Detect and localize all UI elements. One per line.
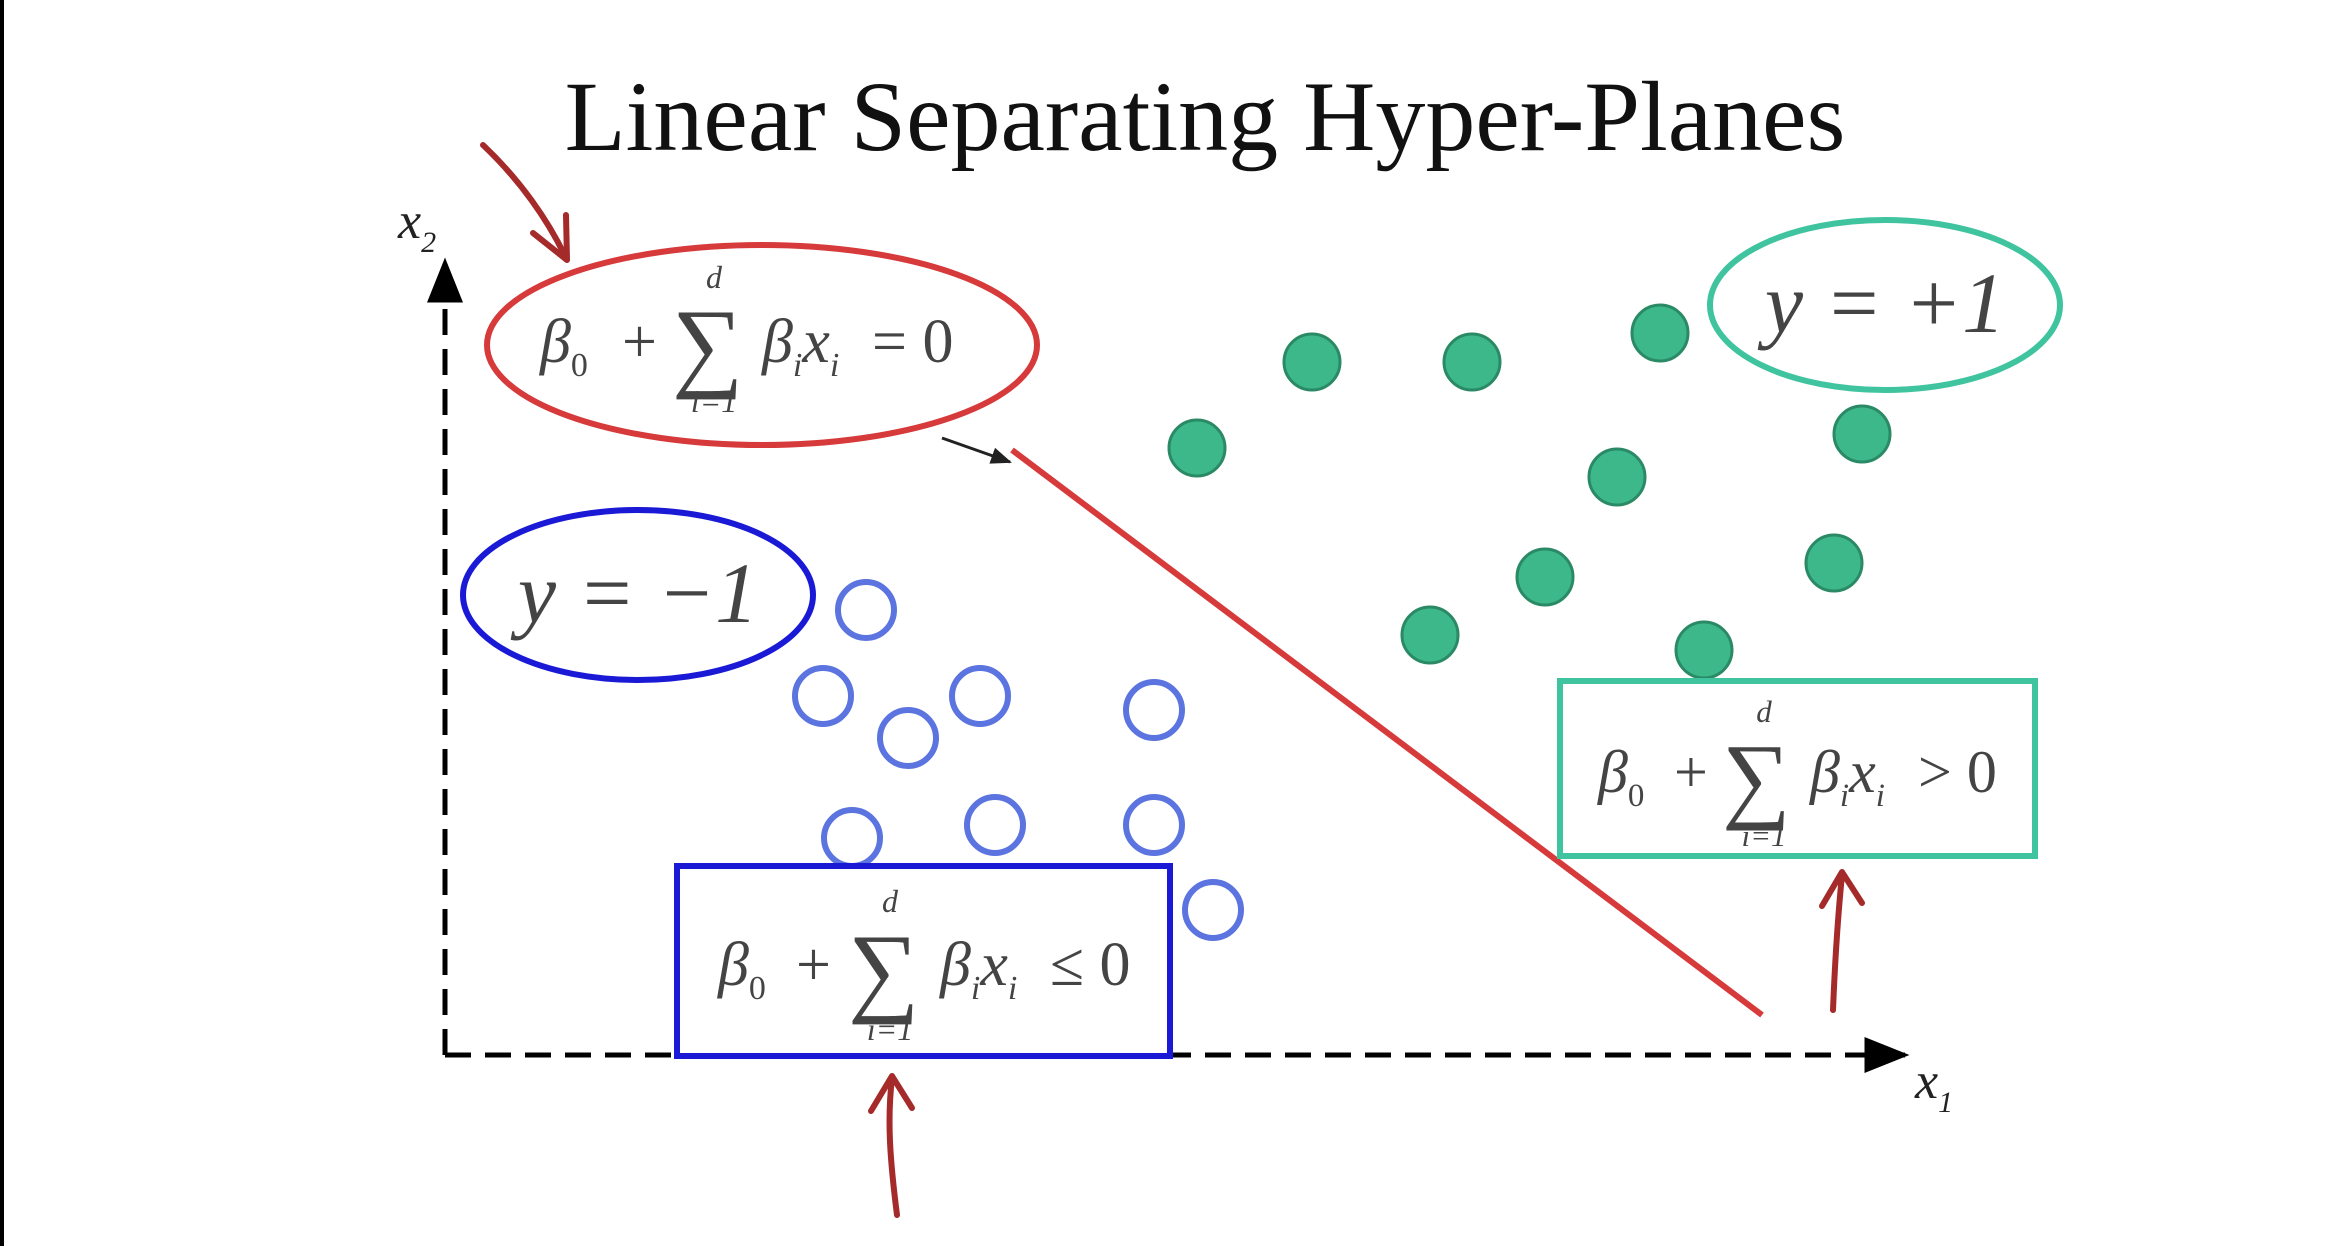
positive-point <box>1804 533 1864 593</box>
positive-condition-plus: + <box>1674 739 1708 805</box>
negative-point <box>792 665 854 727</box>
positive-point <box>1167 418 1227 478</box>
negative-condition-beta-i-x-i: βixi <box>939 931 1017 1007</box>
positive-class-label: y = +1 <box>1707 217 2063 393</box>
positive-condition-rect <box>1557 678 2038 859</box>
annotation-arrow-positive <box>1830 872 1845 1013</box>
positive-point <box>1400 605 1460 665</box>
negative-class-ellipse <box>460 507 816 683</box>
negative-condition-plus: + <box>796 931 831 999</box>
hyperplane-relation: = 0 <box>872 308 953 376</box>
hyperplane-sum-lower: i=1 <box>691 383 737 419</box>
annotation-arrowhead-negative <box>868 1073 915 1114</box>
negative-condition-box: β0 + ∑ d i=1 βixi ≤ 0 <box>674 863 1173 1059</box>
positive-class-ellipse <box>1707 217 2063 393</box>
positive-point <box>1515 547 1575 607</box>
positive-condition-box: β0 + ∑ d i=1 βixi > 0 <box>1557 678 2038 859</box>
hyperplane-sum-upper: d <box>706 259 723 295</box>
negative-condition-rect <box>674 863 1173 1059</box>
hyperplane-equation: β0 + ∑ d i=1 βixi = 0 <box>484 242 1040 464</box>
hyperplane-pointer-arrow <box>941 436 1012 464</box>
negative-point <box>949 665 1011 727</box>
negative-condition-relation: ≤ 0 <box>1050 931 1131 999</box>
negative-point <box>877 707 939 769</box>
positive-condition-sum-upper: d <box>1756 694 1772 729</box>
negative-condition-sum-icon: ∑ <box>848 914 919 1025</box>
negative-point <box>964 794 1026 856</box>
left-border <box>0 0 4 1246</box>
positive-condition-sum-lower: i=1 <box>1741 818 1786 853</box>
negative-class-text: y = −1 <box>510 545 758 641</box>
annotation-arrow-hyperplane <box>480 142 569 261</box>
positive-point <box>1674 620 1734 680</box>
positive-point <box>1282 332 1342 392</box>
positive-point <box>1832 404 1892 464</box>
negative-class-points <box>792 579 1244 941</box>
positive-point <box>1630 303 1690 363</box>
negative-class-label: y = −1 <box>460 507 816 683</box>
annotation-arrow-negative <box>886 1075 900 1218</box>
hyperplane-plus: + <box>622 308 657 376</box>
negative-condition-sum-lower: i=1 <box>867 1011 913 1047</box>
positive-condition-beta0: β0 <box>1597 739 1644 814</box>
hyperplane-ellipse <box>484 242 1040 448</box>
x-axis-label: x1 <box>1914 1053 1953 1119</box>
separating-hyperplane-line <box>1010 447 1764 1018</box>
positive-point <box>1442 332 1502 392</box>
hyperplane-sum-icon: ∑ <box>672 289 743 400</box>
hyperplane-beta-i-x-i: βixi <box>761 308 839 384</box>
positive-class-points <box>1167 303 1892 680</box>
positive-class-text: y = +1 <box>1757 255 2005 351</box>
slide-title: Linear Separating Hyper-Planes <box>565 61 1846 172</box>
positive-condition-relation: > 0 <box>1918 739 1997 805</box>
positive-condition-sum-icon: ∑ <box>1722 724 1790 831</box>
negative-condition-beta0: β0 <box>717 931 766 1007</box>
negative-point <box>1123 794 1185 856</box>
positive-point <box>1587 447 1647 507</box>
positive-condition-beta-i-x-i: βixi <box>1809 739 1885 814</box>
annotation-arrowhead-hyperplane <box>530 212 570 263</box>
negative-point <box>1182 879 1244 941</box>
annotation-arrowhead-positive <box>1819 869 1865 909</box>
negative-point <box>835 579 897 641</box>
negative-point <box>821 807 883 869</box>
y-axis-label: x2 <box>397 193 436 259</box>
hyperplane-beta0: β0 <box>539 308 588 384</box>
annotation-arrows <box>480 142 1865 1218</box>
negative-point <box>1123 679 1185 741</box>
negative-condition-sum-upper: d <box>882 883 899 919</box>
